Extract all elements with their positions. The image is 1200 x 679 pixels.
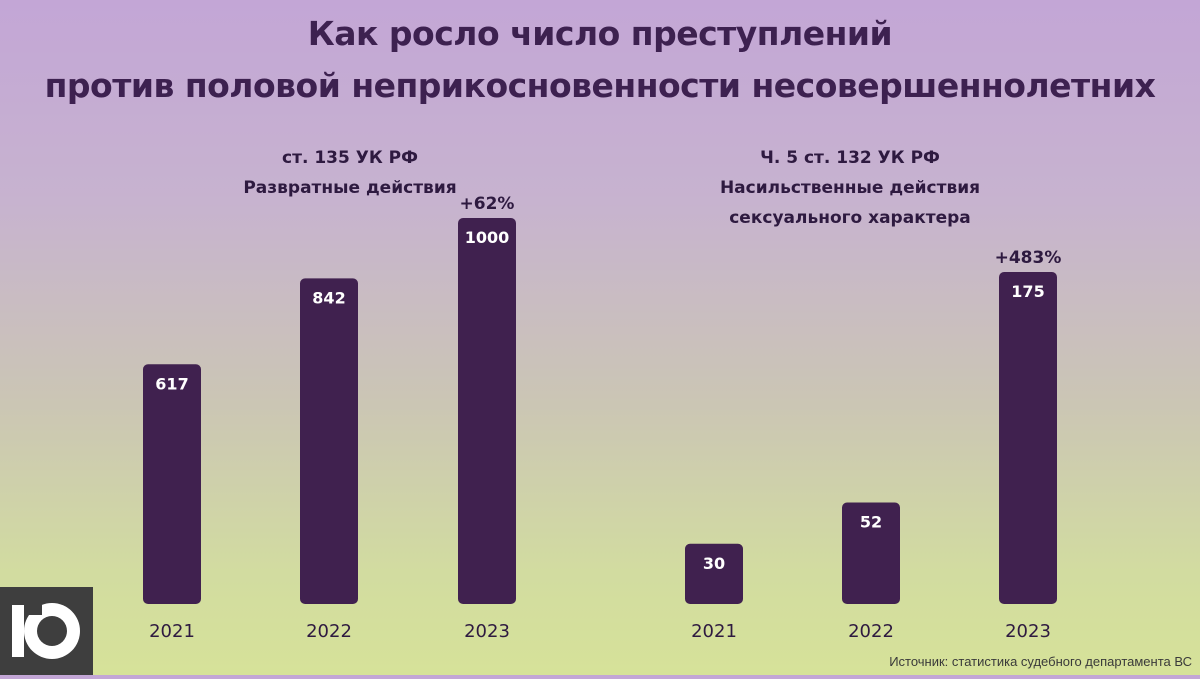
x-tick-label: 2022: [306, 621, 352, 642]
x-tick-label: 2023: [1005, 621, 1051, 642]
bar-value-label: 617: [155, 374, 188, 393]
bar: [300, 278, 358, 604]
right-panel-subtitle: Ч. 5 ст. 132 УК РФ Насильственные действ…: [680, 143, 1020, 233]
left-subtitle-line-2: Развратные действия: [243, 178, 457, 198]
right-subtitle-line-2: Насильственные действия: [719, 178, 981, 198]
x-tick-label: 2021: [149, 621, 195, 642]
x-tick-label: 2023: [464, 621, 510, 642]
left-subtitle-line-1: ст. 135 УК РФ: [282, 148, 418, 168]
chart-title-line-2: против половой неприкосновенности несове…: [44, 66, 1156, 105]
x-tick-label: 2022: [848, 621, 894, 642]
right-subtitle-line-1: Ч. 5 ст. 132 УК РФ: [760, 148, 940, 168]
left-panel-subtitle: ст. 135 УК РФ Развратные действия: [200, 143, 500, 203]
bar-value-label: 30: [703, 554, 725, 573]
bar: [999, 272, 1057, 604]
bar-value-label: 52: [860, 513, 882, 532]
bar: [842, 502, 900, 604]
bar: [685, 543, 743, 604]
growth-annotation: +62%: [460, 194, 515, 214]
right-subtitle-line-3: сексуального характера: [729, 208, 971, 228]
logo: [0, 587, 93, 675]
growth-annotation: +483%: [995, 248, 1062, 268]
source-note: Источник: статистика судебного департаме…: [889, 654, 1192, 669]
bar: [143, 364, 201, 604]
bar: [458, 218, 516, 604]
bar-value-label: 175: [1011, 282, 1044, 301]
bar-value-label: 1000: [465, 228, 510, 247]
logo-mark-icon: [12, 603, 80, 659]
bar-value-label: 842: [312, 288, 345, 307]
x-tick-label: 2021: [691, 621, 737, 642]
chart-title-line-1: Как росло число преступлений: [307, 14, 893, 53]
